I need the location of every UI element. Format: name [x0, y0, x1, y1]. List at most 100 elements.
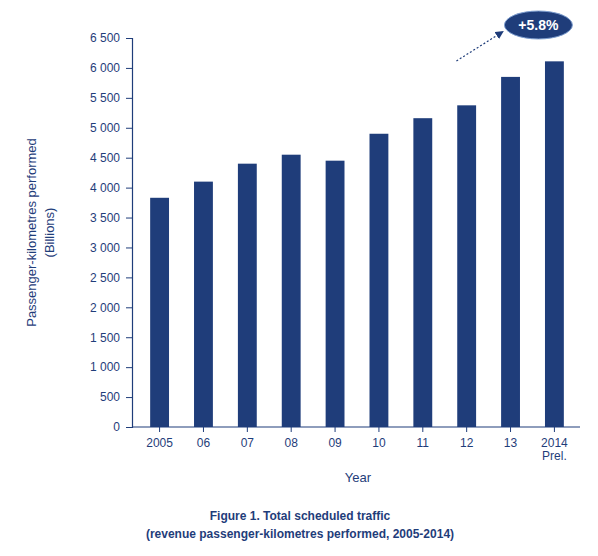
y-axis: 0 500 1 000 1 500 2 000 2 500 3 000 3 500 4 000 4…: [90, 31, 133, 434]
y-tick: 2 500: [90, 271, 132, 285]
y-tick-label: 500: [100, 390, 120, 404]
bar: [501, 77, 520, 427]
x-tick: 11: [417, 427, 430, 450]
y-tick-mark: [126, 307, 132, 308]
y-tick-label: 5 500: [90, 91, 120, 105]
x-tick-label: 10: [372, 436, 386, 450]
y-tick-label: 5 000: [90, 121, 120, 135]
y-tick: 4 500: [90, 151, 132, 165]
x-tick-label-line: Prel.: [542, 449, 567, 463]
x-tick: 08: [285, 427, 299, 450]
annotation-arrow: [456, 32, 502, 61]
y-tick-mark: [126, 277, 132, 278]
y-tick-label: 6 500: [90, 31, 120, 45]
y-tick-label: 0: [113, 420, 120, 434]
y-tick-label: 4 500: [90, 151, 120, 165]
bars: [150, 61, 564, 427]
y-tick-mark: [126, 68, 132, 69]
bar: [150, 198, 169, 427]
y-tick-label: 1 000: [90, 360, 120, 374]
y-tick-mark: [126, 158, 132, 159]
annotation-oval: [504, 11, 572, 39]
y-tick-mark: [126, 188, 132, 189]
x-tick-label: 2014Prel.: [541, 436, 568, 464]
y-tick: 0: [113, 420, 132, 434]
x-tick: 07: [241, 427, 255, 450]
y-tick: 6 000: [90, 61, 132, 75]
y-tick-label: 2 500: [90, 271, 120, 285]
y-tick-label: 1 500: [90, 331, 120, 345]
bar: [194, 182, 213, 427]
x-tick: 10: [372, 427, 386, 450]
x-tick-mark: [203, 427, 204, 432]
y-tick: 5 500: [90, 91, 132, 105]
x-tick-label: 13: [504, 436, 518, 450]
y-tick-mark: [126, 98, 132, 99]
bar: [545, 61, 564, 427]
x-tick-label: 06: [197, 436, 211, 450]
y-tick-label: 4 000: [90, 181, 120, 195]
x-axis: 2005 06 07 08 09 10 11 12 13 2014Prel.: [132, 427, 580, 463]
y-tick-mark: [126, 337, 132, 338]
x-tick-mark: [378, 427, 379, 432]
y-axis-title-line: (Billions): [42, 208, 57, 258]
x-tick: 09: [328, 427, 342, 450]
y-tick: 2 000: [90, 301, 132, 315]
chart: 0 500 1 000 1 500 2 000 2 500 3 000 3 500 4 000 4…: [0, 0, 598, 556]
x-tick-mark: [422, 427, 423, 432]
x-tick-mark: [159, 427, 160, 432]
x-tick-label: 07: [241, 436, 255, 450]
x-tick-mark: [291, 427, 292, 432]
x-tick-mark: [554, 427, 555, 432]
x-tick-label-line: 2014: [541, 436, 568, 450]
y-tick: 3 000: [90, 241, 132, 255]
bar: [282, 155, 301, 427]
bar: [326, 161, 345, 427]
x-axis-title: Year: [345, 470, 372, 485]
y-tick-mark: [126, 427, 132, 428]
x-tick-label: 11: [417, 436, 430, 450]
y-tick: 500: [100, 390, 132, 404]
x-tick-mark: [510, 427, 511, 432]
y-axis-title-line: Passenger-kilometres performed: [24, 138, 39, 327]
y-tick: 6 500: [90, 31, 132, 45]
y-tick-mark: [126, 38, 132, 39]
y-tick-label: 3 000: [90, 241, 120, 255]
y-tick: 1 500: [90, 331, 132, 345]
bar: [238, 164, 257, 427]
y-tick-label: 6 000: [90, 61, 120, 75]
x-tick: 2014Prel.: [541, 427, 568, 463]
y-tick-mark: [126, 218, 132, 219]
y-tick-mark: [126, 128, 132, 129]
bar: [457, 105, 476, 427]
x-tick-mark: [466, 427, 467, 432]
x-axis-line: [132, 426, 580, 427]
x-tick: 12: [460, 427, 474, 450]
y-tick: 3 500: [90, 211, 132, 225]
y-tick-mark: [126, 397, 132, 398]
annotation-text: +5.8%: [518, 17, 559, 33]
y-tick: 4 000: [90, 181, 132, 195]
y-axis-title: Passenger-kilometres performed(Billions): [24, 138, 57, 327]
y-tick: 1 000: [90, 360, 132, 374]
x-tick: 06: [197, 427, 211, 450]
y-tick-label: 3 500: [90, 211, 120, 225]
x-tick-mark: [335, 427, 336, 432]
title: Figure 1. Total scheduled traffic: [210, 509, 391, 523]
x-tick-mark: [247, 427, 248, 432]
y-tick: 5 000: [90, 121, 132, 135]
y-tick-mark: [126, 367, 132, 368]
y-tick-label: 2 000: [90, 301, 120, 315]
x-tick: 2005: [146, 427, 173, 450]
y-axis-line: [126, 39, 133, 428]
x-tick: 13: [504, 427, 518, 450]
x-tick-label: 12: [460, 436, 474, 450]
x-tick-label: 09: [328, 436, 342, 450]
annotation: +5.8%: [456, 11, 572, 61]
bar: [370, 134, 389, 427]
x-tick-label: 2005: [146, 436, 173, 450]
subtitle: (revenue passenger-kilometres performed,…: [146, 527, 454, 541]
bar: [413, 118, 432, 427]
y-tick-mark: [126, 247, 132, 248]
x-tick-label: 08: [285, 436, 299, 450]
